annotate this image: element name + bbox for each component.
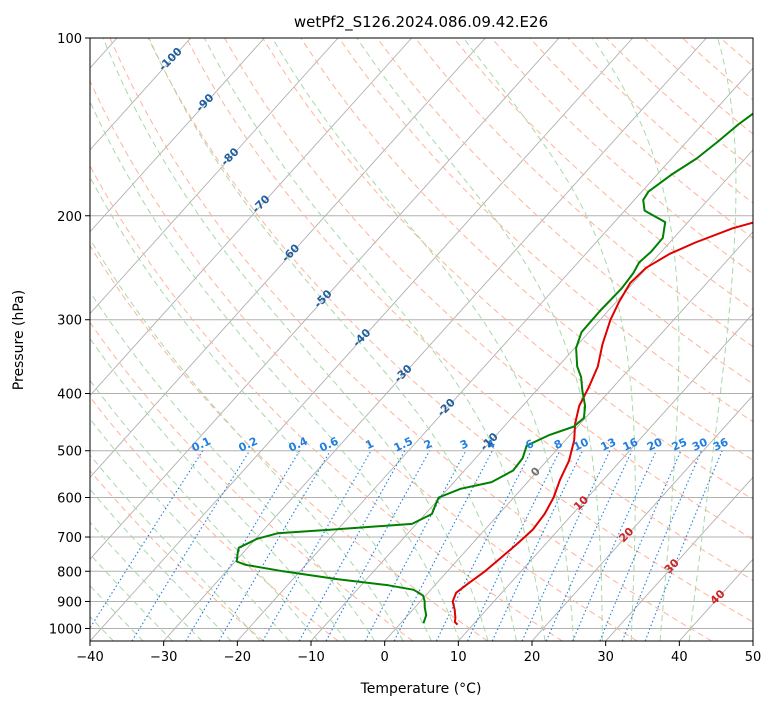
mixing-ratio-label: 10: [571, 435, 591, 453]
moist-adiabat-line: [90, 100, 461, 641]
mixing-ratio-line: [435, 450, 532, 641]
x-tick-label: 50: [745, 650, 762, 665]
mixing-ratio-line: [545, 450, 633, 641]
moist-adiabat-line: [90, 454, 261, 641]
mixing-ratio-line: [644, 450, 723, 641]
mixing-ratio-line: [325, 450, 431, 641]
moist-adiabat-line: [688, 38, 737, 641]
x-tick-label: −30: [150, 650, 177, 665]
moist-adiabat-line: [90, 176, 432, 641]
dry-adiabat-line: [90, 164, 563, 641]
y-tick-label: 700: [57, 531, 82, 546]
isotherm-line: [457, 312, 753, 641]
isotherm-line: [90, 38, 339, 315]
mixing-ratio-line: [393, 450, 493, 641]
x-tick-label: 0: [381, 650, 389, 665]
mixing-ratio-line: [90, 450, 204, 630]
dry-adiabat-line: [90, 321, 414, 641]
mixing-ratio-line: [572, 450, 657, 641]
y-axis-label: Pressure (hPa): [11, 290, 27, 390]
y-tick-label: 1000: [49, 622, 82, 637]
dry-adiabat-line: [90, 469, 264, 641]
moist-adiabat-line: [90, 238, 404, 641]
isotherm-line: [236, 67, 753, 641]
dewpoint-profile-line: [235, 112, 753, 624]
isotherm-line: [90, 38, 634, 641]
y-tick-label: 400: [57, 388, 82, 403]
dry-adiabat-line: [109, 38, 712, 641]
chart-title: wetPf2_S126.2024.086.09.42.E26: [294, 13, 548, 32]
mixing-ratio-line: [599, 450, 682, 641]
mixing-ratio-label: 20: [645, 435, 665, 453]
moist-adiabat-line: [148, 38, 517, 641]
mixing-ratio-label: 13: [599, 435, 618, 453]
profile-lines: [235, 112, 753, 626]
x-tick-label: 10: [450, 650, 467, 665]
background-lines: [90, 38, 753, 641]
isotherm-line: [90, 38, 486, 478]
mixing-ratio-label: 30: [690, 435, 710, 453]
mixing-ratio-label: 16: [621, 435, 641, 453]
x-tick-label: −20: [224, 650, 251, 665]
dry-adiabat-line: [414, 38, 753, 348]
moist-adiabat-line: [90, 291, 376, 641]
isotherm-line: [531, 394, 753, 641]
moist-adiabat-line: [356, 38, 603, 641]
isotherm-line: [310, 149, 753, 641]
y-tick-label: 500: [57, 445, 82, 460]
moist-adiabat-line: [203, 38, 546, 641]
y-tick-label: 600: [57, 491, 82, 506]
dry-adiabat-line: [453, 38, 753, 311]
x-tick-label: −40: [76, 650, 103, 665]
x-axis-label: Temperature (°C): [360, 681, 482, 697]
moist-adiabat-line: [463, 38, 636, 641]
mixing-ratio-line: [298, 450, 406, 641]
isotherm-line: [605, 476, 753, 641]
y-tick-label: 900: [57, 595, 82, 610]
moist-adiabat-line: [102, 38, 489, 641]
x-tick-label: 40: [671, 650, 688, 665]
moist-adiabat-line: [90, 337, 347, 641]
y-tick-label: 300: [57, 314, 82, 329]
isotherm-line: [90, 38, 265, 233]
moist-adiabat-line: [591, 38, 680, 641]
isotherm-line: [90, 38, 413, 397]
isotherm-line: [90, 38, 192, 151]
moist-adiabat-line: [90, 379, 319, 641]
x-tick-label: −10: [297, 650, 324, 665]
x-tick-label: 30: [597, 650, 614, 665]
plot-frame: [89, 37, 754, 642]
mixing-ratio-line: [521, 450, 611, 641]
mixing-ratio-label: 36: [711, 435, 731, 453]
y-tick-label: 200: [57, 210, 82, 225]
isotherm-line: [384, 231, 753, 641]
moist-adiabat-line: [271, 38, 575, 641]
mixing-ratio-line: [262, 450, 372, 641]
x-tick-label: 20: [524, 650, 541, 665]
dry-adiabat-line: [90, 244, 488, 641]
isotherm-line: [90, 38, 560, 560]
mixing-ratio-line: [621, 450, 702, 641]
dry-adiabat-line: [90, 396, 339, 641]
moist-adiabat-line: [90, 418, 290, 641]
mixing-ratio-label: 25: [670, 435, 689, 453]
y-tick-label: 100: [57, 32, 82, 47]
temperature-profile-line: [451, 221, 753, 626]
x-axis: −40 −30 −20 −10 0 10 20 30 40 50: [76, 641, 761, 665]
y-axis: 100 200 300 400 500 600 700 800 900 1000: [49, 32, 90, 637]
dry-adiabat-line: [147, 38, 753, 623]
y-tick-label: 800: [57, 565, 82, 580]
mixing-ratio-line: [131, 450, 251, 641]
